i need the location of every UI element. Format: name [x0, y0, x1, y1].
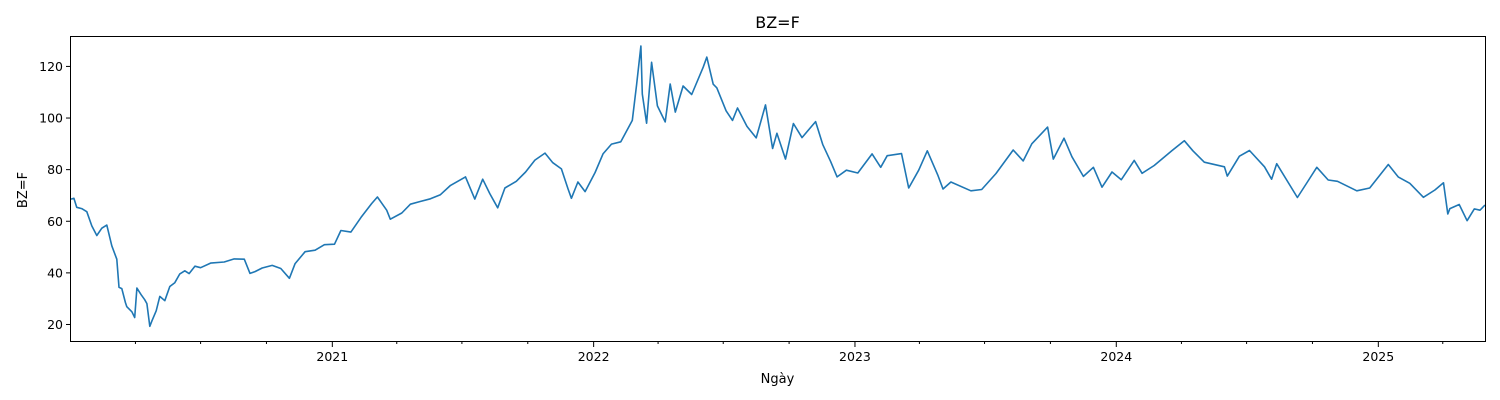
y-axis-ticks: 20 40 60 80 100 120	[39, 59, 71, 332]
y-tick-label: 100	[39, 111, 63, 126]
x-axis-label: Ngày	[761, 372, 795, 387]
x-tick-label: 2024	[1100, 349, 1132, 364]
x-tick-label: 2023	[839, 349, 871, 364]
y-tick-label: 60	[47, 214, 63, 229]
y-tick-label: 120	[39, 59, 63, 74]
x-tick-label: 2021	[316, 349, 348, 364]
x-tick-label: 2025	[1362, 349, 1394, 364]
plot-frame	[70, 36, 1486, 342]
y-tick-label: 80	[47, 162, 63, 177]
series-line	[70, 45, 1486, 328]
chart-title: BZ=F	[755, 13, 800, 32]
x-axis-ticks: 2021 2022 2023 2024 2025	[134, 341, 1444, 364]
y-tick-label: 40	[47, 265, 63, 280]
x-tick-label: 2022	[578, 349, 610, 364]
y-tick-label: 20	[47, 317, 63, 332]
y-axis-label: BZ=F	[16, 172, 31, 208]
